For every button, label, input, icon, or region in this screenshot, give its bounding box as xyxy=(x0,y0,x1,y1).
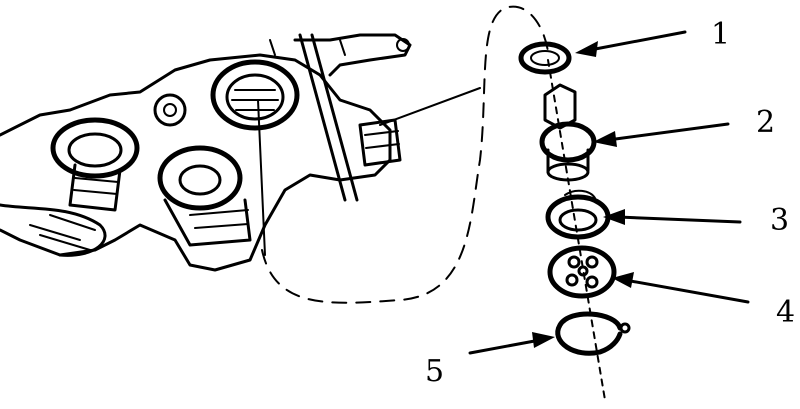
callout-label-1: 1 xyxy=(711,17,731,52)
arrow-4 xyxy=(623,278,750,304)
arrowhead-2 xyxy=(593,131,617,147)
callout-arrows xyxy=(468,30,750,355)
arrow-2 xyxy=(606,122,730,142)
part-snap-ring xyxy=(555,311,631,356)
callout-label-4: 4 xyxy=(776,295,796,330)
exploded-parts xyxy=(518,41,631,356)
callout-label-2: 2 xyxy=(756,105,776,140)
part-spring-seat xyxy=(545,189,611,240)
arrowhead-3 xyxy=(603,209,625,225)
arrow-3 xyxy=(616,215,742,224)
arrowhead-1 xyxy=(575,41,598,57)
callout-label-3: 3 xyxy=(770,203,790,238)
valve-body-assembly xyxy=(0,33,412,272)
arrowhead-4 xyxy=(612,272,634,288)
part-retaining-ring xyxy=(518,41,572,75)
part-valve-disc xyxy=(547,245,617,299)
arrowhead-5 xyxy=(532,332,555,348)
part-valve-spool xyxy=(539,83,597,182)
arrow-5 xyxy=(468,338,542,355)
callout-label-5: 5 xyxy=(425,354,445,389)
arrow-1 xyxy=(588,30,687,52)
